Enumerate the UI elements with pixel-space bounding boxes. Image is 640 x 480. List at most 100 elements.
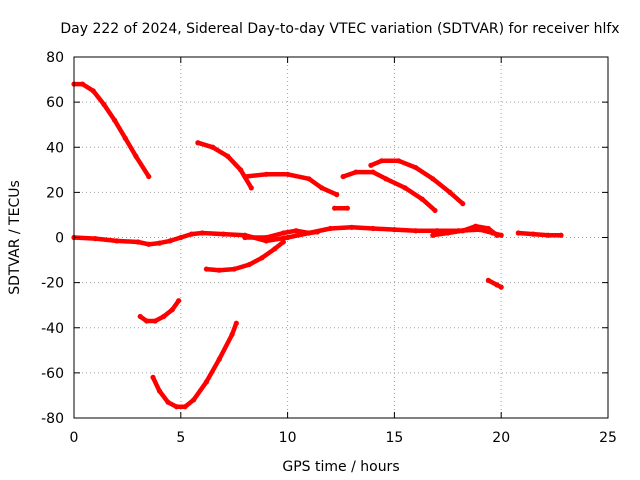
- x-tick-label: 25: [599, 430, 617, 446]
- series-line: [516, 230, 564, 238]
- data-point: [432, 207, 438, 214]
- data-point: [413, 164, 419, 171]
- series-arc-10: [485, 277, 504, 290]
- data-point: [146, 241, 152, 247]
- data-point: [135, 239, 141, 245]
- data-point: [280, 239, 286, 245]
- data-series: [71, 81, 564, 410]
- data-point: [334, 192, 340, 198]
- y-tick-label: 20: [46, 185, 64, 201]
- data-point: [445, 230, 451, 236]
- data-point: [498, 284, 504, 290]
- data-point: [229, 331, 235, 338]
- data-point: [419, 196, 425, 202]
- data-point: [178, 234, 184, 241]
- data-point: [225, 153, 231, 159]
- data-point: [349, 224, 355, 230]
- data-point: [152, 318, 158, 324]
- data-point: [413, 228, 419, 234]
- data-point: [485, 277, 491, 283]
- data-point: [434, 228, 440, 234]
- x-tick-label: 20: [492, 430, 510, 446]
- data-point: [79, 81, 86, 87]
- data-point: [114, 238, 120, 244]
- data-point: [545, 232, 551, 238]
- data-point: [133, 153, 139, 159]
- series-arc-7: [203, 239, 286, 273]
- data-point: [280, 230, 286, 236]
- data-point: [263, 234, 269, 241]
- data-point: [378, 158, 385, 164]
- series-arc-4: [331, 205, 351, 211]
- y-tick-label: 80: [46, 50, 64, 66]
- axis-ticks: 0 5 10 15 20 25 -80 -60 -40 -20 0 20 40 60 80: [41, 50, 617, 446]
- data-point: [92, 236, 98, 242]
- data-point: [331, 205, 338, 211]
- y-tick-label: -40: [41, 321, 64, 337]
- x-tick-label: 0: [70, 430, 79, 446]
- data-point: [146, 173, 152, 180]
- data-point: [272, 246, 278, 252]
- data-point: [327, 225, 333, 232]
- data-point: [101, 101, 107, 107]
- data-point: [319, 185, 325, 191]
- data-point: [340, 173, 346, 180]
- data-point: [199, 230, 205, 236]
- data-point: [248, 185, 254, 191]
- data-point: [246, 261, 252, 268]
- data-point: [122, 135, 128, 141]
- series-line: [242, 172, 339, 197]
- data-point: [494, 232, 500, 238]
- data-point: [111, 117, 118, 123]
- y-tick-label: 40: [46, 140, 64, 156]
- data-point: [216, 356, 222, 362]
- data-point: [167, 238, 173, 244]
- y-tick-label: 60: [46, 95, 64, 111]
- y-axis-label: SDTVAR / TECUs: [7, 180, 23, 295]
- data-point: [383, 176, 389, 182]
- data-point: [515, 230, 521, 236]
- data-point: [137, 313, 143, 320]
- series-line: [71, 81, 152, 179]
- data-point: [203, 266, 210, 272]
- data-point: [285, 234, 291, 241]
- data-point: [460, 228, 466, 234]
- series-line: [195, 140, 254, 191]
- data-point: [161, 313, 167, 320]
- x-tick-label: 5: [176, 430, 185, 446]
- series-arc-5: [340, 169, 438, 214]
- y-tick-label: -20: [41, 276, 64, 292]
- y-tick-label: -80: [41, 411, 64, 427]
- data-point: [165, 399, 171, 405]
- data-point: [231, 266, 237, 272]
- data-point: [220, 231, 227, 237]
- series-baseline-3: [430, 223, 500, 238]
- x-tick-label: 15: [385, 430, 403, 446]
- data-point: [314, 229, 321, 235]
- data-point: [494, 282, 500, 288]
- grid: [74, 57, 608, 418]
- data-point: [472, 223, 479, 229]
- data-point: [182, 404, 188, 410]
- y-tick-label: -60: [41, 366, 64, 382]
- data-point: [370, 225, 376, 232]
- data-point: [263, 171, 269, 177]
- data-point: [173, 404, 180, 410]
- data-point: [210, 144, 216, 150]
- data-point: [447, 189, 453, 195]
- data-point: [233, 320, 239, 326]
- data-point: [144, 318, 150, 324]
- series-line: [340, 169, 438, 213]
- series-baseline-4: [515, 230, 564, 238]
- series-line: [204, 239, 286, 273]
- data-point: [344, 205, 351, 211]
- data-point: [460, 201, 466, 207]
- data-point: [216, 267, 222, 273]
- data-point: [259, 255, 265, 261]
- data-point: [191, 397, 197, 403]
- data-point: [90, 88, 96, 94]
- series-arc-8: [137, 298, 182, 324]
- y-tick-label: 0: [55, 231, 64, 247]
- data-point: [306, 176, 312, 182]
- data-point: [156, 388, 163, 394]
